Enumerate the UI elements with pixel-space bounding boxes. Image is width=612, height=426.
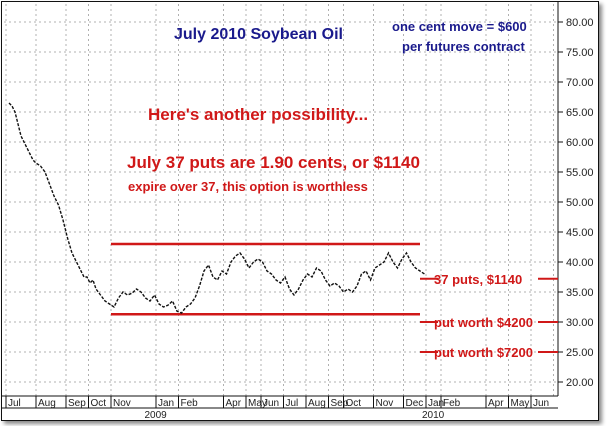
x-month-label: May (511, 398, 530, 409)
x-month-label: Sep (68, 398, 86, 409)
price-marker-label: put worth $4200 (434, 315, 533, 330)
y-tick-label: 45.00 (566, 227, 594, 239)
x-month-label: Jul (8, 398, 21, 409)
y-tick-label: 30.00 (566, 317, 594, 329)
x-month-label: Apr (488, 398, 504, 409)
y-tick-label: 20.00 (566, 377, 594, 389)
x-month-label: Feb (443, 398, 461, 409)
y-tick-label: 25.00 (566, 347, 594, 359)
x-month-label: May (248, 398, 267, 409)
x-year-label: 2010 (422, 410, 445, 420)
y-tick-label: 75.00 (566, 47, 594, 59)
x-year-label: 2009 (145, 410, 168, 420)
x-month-label: Aug (38, 398, 56, 409)
x-month-label: Jun (533, 398, 549, 409)
x-month-label: Jun (263, 398, 279, 409)
puts-price-annotation: July 37 puts are 1.90 cents, or $1140 (127, 153, 420, 172)
x-month-label: Jan (428, 398, 444, 409)
price-marker-label: 37 puts, $1140 (434, 272, 522, 287)
price-marker-label: put worth $7200 (434, 345, 533, 360)
x-month-label: Aug (308, 398, 326, 409)
y-tick-label: 50.00 (566, 197, 594, 209)
contract-note-line2: per futures contract (402, 39, 525, 54)
x-month-label: Feb (181, 398, 199, 409)
x-month-label: Apr (226, 398, 242, 409)
x-month-label: Oct (91, 398, 107, 409)
contract-note-line1: one cent move = $600 (392, 19, 527, 34)
chart-title: July 2010 Soybean Oil (174, 26, 343, 43)
x-month-label: Jul (286, 398, 299, 409)
headline-annotation: Here's another possibility... (148, 105, 369, 124)
x-month-label: Sep (331, 398, 349, 409)
price-chart: 20.00 25.00 30.00 35.00 40.00 45.00 50.00 55.00… (2, 2, 594, 420)
x-month-label: Nov (113, 398, 131, 409)
y-tick-label: 65.00 (566, 107, 594, 119)
x-month-label: Jan (158, 398, 174, 409)
x-month-label: Dec (406, 398, 424, 409)
y-tick-label: 40.00 (566, 257, 594, 269)
x-month-label: Oct (346, 398, 362, 409)
expiry-annotation: expire over 37, this option is worthless (128, 179, 368, 194)
y-tick-label: 60.00 (566, 137, 594, 149)
y-tick-label: 55.00 (566, 167, 594, 179)
y-tick-label: 35.00 (566, 287, 594, 299)
x-month-label: Nov (376, 398, 394, 409)
price-series-line (8, 102, 425, 314)
y-tick-label: 70.00 (566, 77, 594, 89)
chart-frame: 20.00 25.00 30.00 35.00 40.00 45.00 50.00 55.00… (1, 1, 599, 421)
y-tick-label: 80.00 (566, 17, 594, 29)
